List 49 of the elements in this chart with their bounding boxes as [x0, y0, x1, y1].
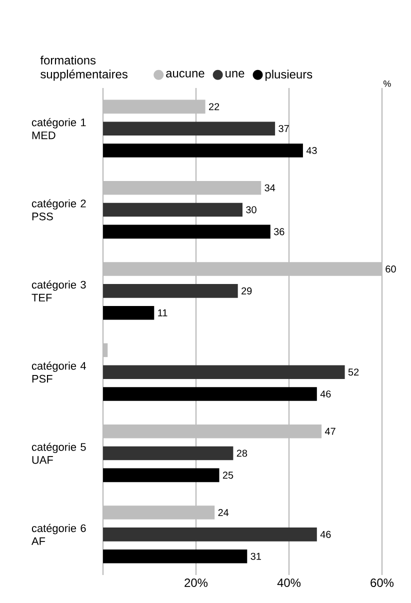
- legend-label: une: [226, 70, 244, 78]
- bar: [103, 306, 154, 320]
- data-label: 25: [222, 472, 234, 479]
- data-label: 47: [324, 428, 336, 435]
- bar: [103, 468, 220, 482]
- y-tick-label: catégorie 2 PSS: [32, 199, 86, 220]
- bar: [103, 202, 242, 217]
- y-tick-label: catégorie 1 MED: [32, 118, 86, 140]
- data-label: 22: [209, 103, 220, 110]
- x-tick-label: 40%: [277, 578, 301, 587]
- legend-label: aucune: [166, 70, 204, 78]
- data-label: 11: [158, 309, 168, 316]
- bar: [103, 224, 270, 239]
- bar: [103, 387, 317, 401]
- bar: [103, 262, 382, 276]
- data-label: 30: [246, 206, 256, 214]
- bar: [103, 343, 108, 358]
- bar: [103, 144, 303, 158]
- y-tick-label: catégorie 4 PSF: [32, 362, 86, 383]
- bar: [103, 528, 317, 542]
- x-tick-label: 60%: [370, 578, 394, 587]
- x-tick-label: 20%: [184, 578, 208, 587]
- data-label: 29: [242, 287, 252, 294]
- legend-title: formations supplémentaires: [40, 56, 128, 81]
- data-label: 43: [306, 146, 317, 154]
- data-label: 46: [320, 530, 331, 538]
- data-label: 60: [386, 265, 396, 273]
- data-label: 36: [274, 228, 284, 236]
- bar: [103, 365, 345, 379]
- text: %: [384, 80, 391, 87]
- data-label: 24: [218, 509, 229, 516]
- bar: [103, 446, 234, 460]
- bar: [103, 122, 276, 136]
- bar: [103, 506, 215, 520]
- data-label: 46: [320, 390, 331, 398]
- bar: [103, 549, 248, 564]
- bar: [103, 424, 322, 438]
- bar: [103, 180, 262, 195]
- bar: [103, 100, 206, 114]
- data-label: 37: [278, 125, 289, 132]
- legend-label: plusieurs: [266, 70, 312, 81]
- y-tick-label: catégorie 6 AF: [31, 524, 86, 545]
- y-tick-label: catégorie 5 UAF: [32, 442, 86, 464]
- bar: [103, 284, 238, 298]
- data-label: 31: [250, 552, 261, 560]
- data-label: 52: [348, 368, 359, 376]
- y-tick-label: catégorie 3 TEF: [32, 280, 86, 302]
- data-label: 28: [236, 450, 248, 457]
- data-label: 34: [264, 184, 276, 192]
